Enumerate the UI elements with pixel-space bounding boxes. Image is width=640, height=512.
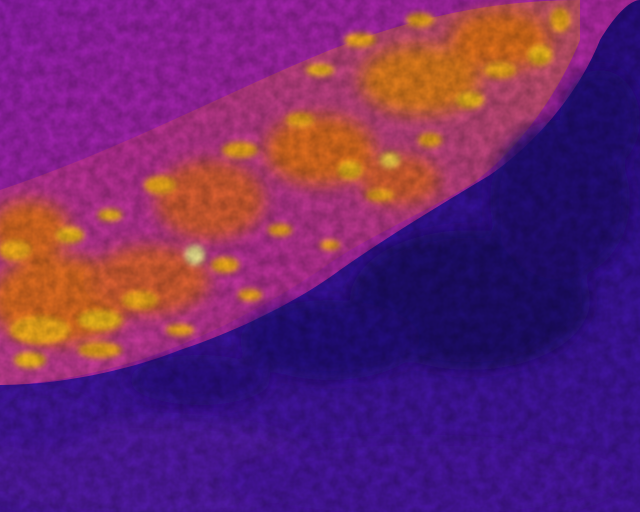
thermal-image: [0, 0, 640, 512]
sensor-noise: [0, 0, 640, 512]
thermal-scene: [0, 0, 640, 512]
